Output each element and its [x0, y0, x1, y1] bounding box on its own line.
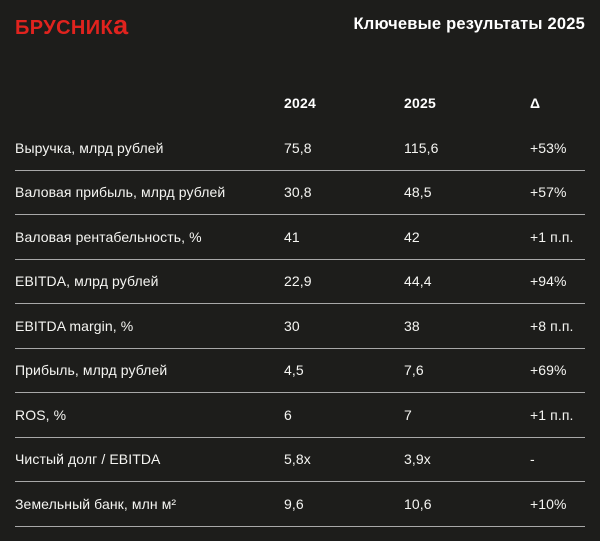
metric-label: EBITDA, млрд рублей [15, 273, 159, 290]
value-2025: 7 [404, 406, 412, 423]
metric-label: Выручка, млрд рублей [15, 139, 164, 156]
metric-label: Чистый долг / EBITDA [15, 451, 161, 468]
value-2025: 48,5 [404, 184, 432, 201]
value-2025: 115,6 [404, 139, 439, 156]
value-2025: 10,6 [404, 495, 432, 512]
value-delta: +69% [530, 362, 567, 379]
value-delta: +94% [530, 273, 567, 290]
page-title: Ключевые результаты 2025 [353, 15, 585, 33]
value-2025: 44,4 [404, 273, 432, 290]
value-delta: +8 п.п. [530, 317, 574, 334]
value-delta: - [530, 451, 535, 468]
col-header-delta: Δ [530, 95, 541, 111]
col-header-2024: 2024 [284, 95, 316, 111]
value-2024: 41 [284, 228, 300, 245]
value-delta: +1 п.п. [530, 228, 574, 245]
value-2024: 75,8 [284, 139, 312, 156]
metric-label: ROS, % [15, 406, 67, 423]
logo-text-last: а [113, 10, 129, 40]
table-row-profit: Прибыль, млрд рублей 4,5 7,6 +69% [15, 349, 585, 393]
brusnika-logo: БРУСНИКа [15, 12, 129, 40]
metric-label: Прибыль, млрд рублей [15, 362, 168, 379]
metric-label: Земельный банк, млн м² [15, 495, 177, 512]
col-header-2025: 2025 [404, 95, 436, 111]
table-row-ros: ROS, % 6 7 +1 п.п. [15, 393, 585, 438]
value-2025: 38 [404, 317, 420, 334]
table-row-ebitda: EBITDA, млрд рублей 22,9 44,4 +94% [15, 260, 585, 304]
value-2024: 4,5 [284, 362, 304, 379]
key-results-table: 2024 2025 Δ Выручка, млрд рублей 75,8 11… [15, 80, 585, 527]
value-delta: +10% [530, 495, 567, 512]
value-2025: 42 [404, 228, 420, 245]
table-row-revenue: Выручка, млрд рублей 75,8 115,6 +53% [15, 126, 585, 171]
value-2024: 6 [284, 406, 292, 423]
metric-label: Валовая рентабельность, % [15, 228, 202, 245]
value-2024: 30 [284, 317, 300, 334]
value-2024: 9,6 [284, 495, 304, 512]
top-bar: БРУСНИКа Ключевые результаты 2025 [15, 12, 585, 40]
value-delta: +53% [530, 139, 567, 156]
metric-label: EBITDA margin, % [15, 317, 134, 334]
table-row-gross-profit: Валовая прибыль, млрд рублей 30,8 48,5 +… [15, 171, 585, 215]
logo-text-main: БРУСНИК [15, 17, 114, 39]
value-2024: 22,9 [284, 273, 312, 290]
table-row-net-debt-ebitda: Чистый долг / EBITDA 5,8x 3,9x - [15, 438, 585, 482]
value-2024: 5,8x [284, 451, 311, 468]
metric-label: Валовая прибыль, млрд рублей [15, 184, 226, 201]
value-2025: 3,9x [404, 451, 431, 468]
table-header-row: 2024 2025 Δ [15, 80, 585, 126]
value-delta: +1 п.п. [530, 406, 574, 423]
value-delta: +57% [530, 184, 567, 201]
table-row-gross-margin: Валовая рентабельность, % 41 42 +1 п.п. [15, 215, 585, 260]
value-2025: 7,6 [404, 362, 424, 379]
table-row-ebitda-margin: EBITDA margin, % 30 38 +8 п.п. [15, 304, 585, 349]
value-2024: 30,8 [284, 184, 312, 201]
table-row-land-bank: Земельный банк, млн м² 9,6 10,6 +10% [15, 482, 585, 527]
